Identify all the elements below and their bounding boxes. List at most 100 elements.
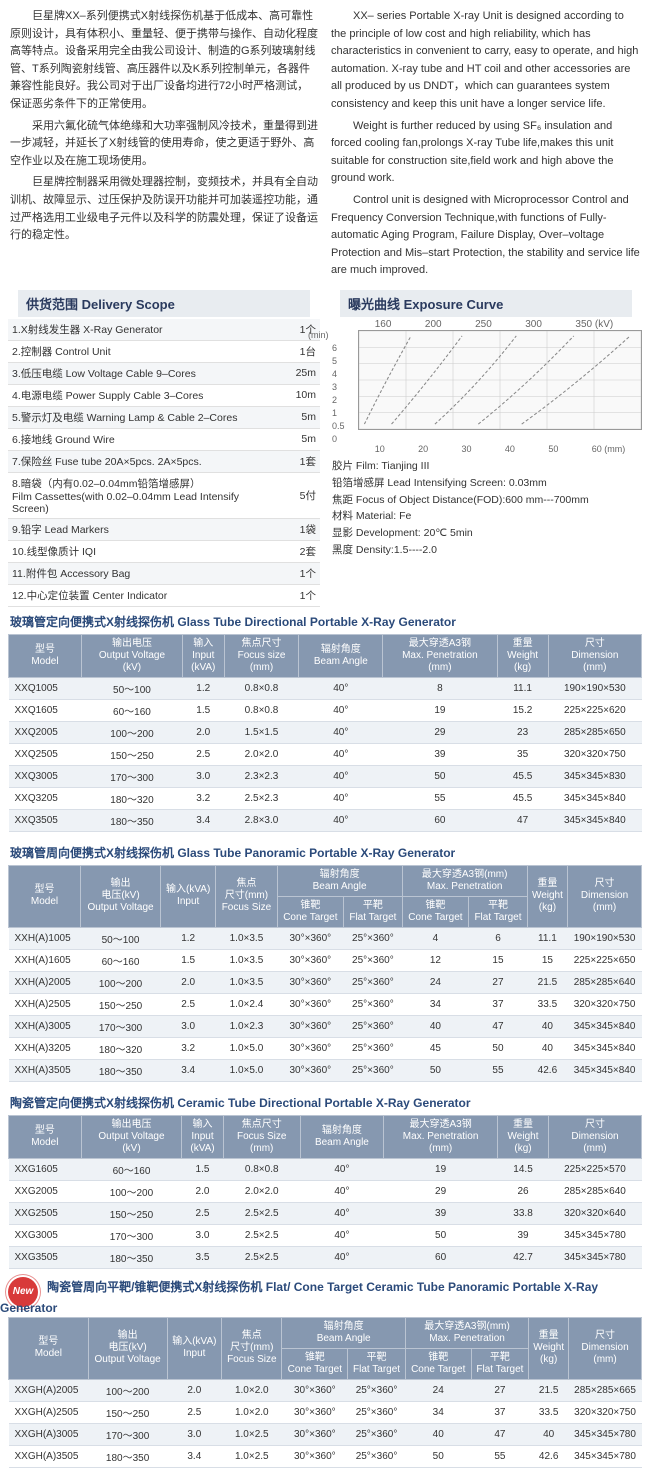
cell: 37 [471,1401,529,1423]
cell: 345×345×840 [568,1059,642,1081]
cell: 1.2 [182,677,224,699]
cell: 1.0×2.3 [216,1015,277,1037]
delivery-qty: 1个 [280,584,320,606]
cell: 345×345×830 [548,765,641,787]
cell: 345×345×840 [568,1037,642,1059]
cell: 34 [402,993,469,1015]
cell: 345×345×840 [568,1015,642,1037]
cell: 40° [299,677,383,699]
cell: 285×285×650 [548,721,641,743]
col-header: 尺寸 Dimension (mm) [548,1115,641,1158]
cell: 190×190×530 [548,677,641,699]
cell: 40° [300,1224,383,1246]
cell: 3.4 [167,1445,222,1467]
cell: 1.0×3.5 [216,949,277,971]
heading-glass-panoramic: 玻璃管周向便携式X射线探伤机 Glass Tube Panoramic Port… [0,838,650,863]
cell: XXH(A)3505 [9,1059,81,1081]
cell: 15 [527,949,567,971]
cell: 37 [469,993,527,1015]
cell: XXG2005 [9,1180,82,1202]
cell: 33.8 [498,1202,549,1224]
cell: 1.0×2.5 [222,1423,282,1445]
col-header: 输入 Input (kVA) [182,1115,223,1158]
col-header: 输出电压 Output Voltage (kV) [81,1115,182,1158]
cell: 60 [383,809,497,831]
delivery-item: 2.控制器 Control Unit [8,340,280,362]
cell: 1.0×2.0 [222,1401,282,1423]
cell: 25°×360° [344,1015,402,1037]
col-header: 辐射角度 Beam Angle [300,1115,383,1158]
delivery-item: 10.线型像质计 IQI [8,540,280,562]
col-header: 辐射角度 Beam Angle [299,634,383,677]
cell: XXQ1005 [9,677,82,699]
cell: XXH(A)3005 [9,1015,81,1037]
cell: 3.4 [161,1059,216,1081]
cell: XXG3505 [9,1246,82,1268]
chart-x-labels: 102030405060 (mm) [330,444,642,454]
cell: 320×320×750 [568,993,642,1015]
cell: 100～200 [81,721,182,743]
col-header: 输出电压 Output Voltage (kV) [81,634,182,677]
delivery-item: 5.警示灯及电缆 Warning Lamp & Cable 2–Cores [8,406,280,428]
col-header: 焦点尺寸 Focus size (mm) [224,634,299,677]
cell: 2.0 [182,721,224,743]
cell: 225×225×650 [568,949,642,971]
cell: 180～350 [81,1246,182,1268]
cell: 25°×360° [348,1401,406,1423]
cell: 1.2 [161,927,216,949]
cell: 25°×360° [344,1059,402,1081]
cell: 2.5×2.5 [223,1224,300,1246]
cell: 0.8×0.8 [223,1158,300,1180]
cell: 50 [384,1224,498,1246]
cell: 21.5 [527,971,567,993]
cell: XXQ3505 [9,809,82,831]
delivery-qty: 25m [280,362,320,384]
cell: XXG3005 [9,1224,82,1246]
cell: 55 [471,1445,529,1467]
intro-en: XX– series Portable X-ray Unit is design… [331,8,640,284]
col-header: 尺寸 Dimension (mm) [548,634,641,677]
delivery-header: 供货范围 Delivery Scope [18,290,310,317]
heading-glass-directional: 玻璃管定向便携式X射线探伤机 Glass Tube Directional Po… [0,607,650,632]
cell: 2.5×2.5 [223,1246,300,1268]
cell: 47 [471,1423,529,1445]
cell: 150～250 [81,743,182,765]
cell: 345×345×780 [548,1246,641,1268]
table-ceramic-directional: 型号 Model输出电压 Output Voltage (kV)输入 Input… [8,1115,642,1269]
heading-ceramic-panoramic: 陶瓷管周向平靶/锥靶便携式X射线探伤机 Flat/ Cone Target Ce… [0,1274,598,1317]
cell: 3.0 [182,1224,223,1246]
delivery-qty: 1个 [280,562,320,584]
cell: 1.0×2.4 [216,993,277,1015]
cell: XXQ3005 [9,765,82,787]
intro-columns: 巨星牌XX–系列便携式X射线探伤机基于低成本、高可靠性原则设计，具有体积小、重量… [0,0,650,288]
cell: 3.2 [161,1037,216,1059]
cell: 170～300 [81,765,182,787]
cell: 40 [527,1037,567,1059]
cell: 2.5 [167,1401,222,1423]
cell: 40° [299,809,383,831]
cell: 25°×360° [344,927,402,949]
cell: 24 [405,1379,471,1401]
delivery-item: 1.X射线发生器 X-Ray Generator [8,319,280,341]
cell: 345×345×780 [569,1423,642,1445]
delivery-qty: 5m [280,406,320,428]
delivery-qty: 5m [280,428,320,450]
cell: 47 [469,1015,527,1037]
cell: 40° [299,743,383,765]
cell: 40 [529,1423,569,1445]
cell: 320×320×750 [569,1401,642,1423]
cell: 30°×360° [282,1379,348,1401]
col-header: 最大穿透A3钢 Max. Penetration (mm) [384,1115,498,1158]
delivery-item: 9.铅字 Lead Markers [8,518,280,540]
cell: 25°×360° [348,1445,406,1467]
cell: 42.6 [529,1445,569,1467]
cell: 30°×360° [277,1037,344,1059]
cell: 40° [299,699,383,721]
delivery-qty: 2套 [280,540,320,562]
cell: 40° [300,1246,383,1268]
cell: 60～160 [81,1158,182,1180]
cell: 15.2 [497,699,548,721]
cell: 2.0 [182,1180,223,1202]
cell: 345×345×780 [548,1224,641,1246]
cell: 14.5 [498,1158,549,1180]
